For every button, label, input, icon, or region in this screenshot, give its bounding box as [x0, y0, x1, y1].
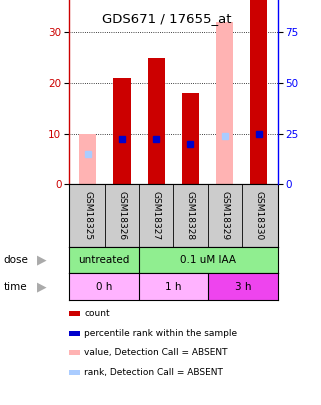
Text: count: count: [84, 309, 110, 318]
Text: GSM18330: GSM18330: [254, 191, 263, 240]
Text: percentile rank within the sample: percentile rank within the sample: [84, 329, 238, 338]
Bar: [216, 22, 233, 184]
Text: 1 h: 1 h: [165, 281, 182, 292]
Bar: [79, 134, 96, 184]
Text: GSM18325: GSM18325: [83, 191, 92, 240]
Text: dose: dose: [3, 255, 28, 265]
Text: 3 h: 3 h: [235, 281, 251, 292]
Bar: [114, 78, 131, 184]
Text: GDS671 / 17655_at: GDS671 / 17655_at: [102, 12, 232, 25]
Bar: [250, 0, 267, 184]
Text: ▶: ▶: [37, 254, 47, 267]
Bar: [148, 58, 165, 184]
Text: untreated: untreated: [78, 255, 129, 265]
Text: 0.1 uM IAA: 0.1 uM IAA: [180, 255, 236, 265]
Text: GSM18328: GSM18328: [186, 191, 195, 240]
Text: GSM18327: GSM18327: [152, 191, 161, 240]
Text: GSM18326: GSM18326: [117, 191, 126, 240]
Text: rank, Detection Call = ABSENT: rank, Detection Call = ABSENT: [84, 368, 223, 377]
Text: ▶: ▶: [37, 280, 47, 293]
Text: time: time: [3, 281, 27, 292]
Text: GSM18329: GSM18329: [220, 191, 229, 240]
Bar: [182, 93, 199, 184]
Bar: [208, 273, 278, 300]
Text: value, Detection Call = ABSENT: value, Detection Call = ABSENT: [84, 348, 228, 357]
Text: 0 h: 0 h: [96, 281, 112, 292]
